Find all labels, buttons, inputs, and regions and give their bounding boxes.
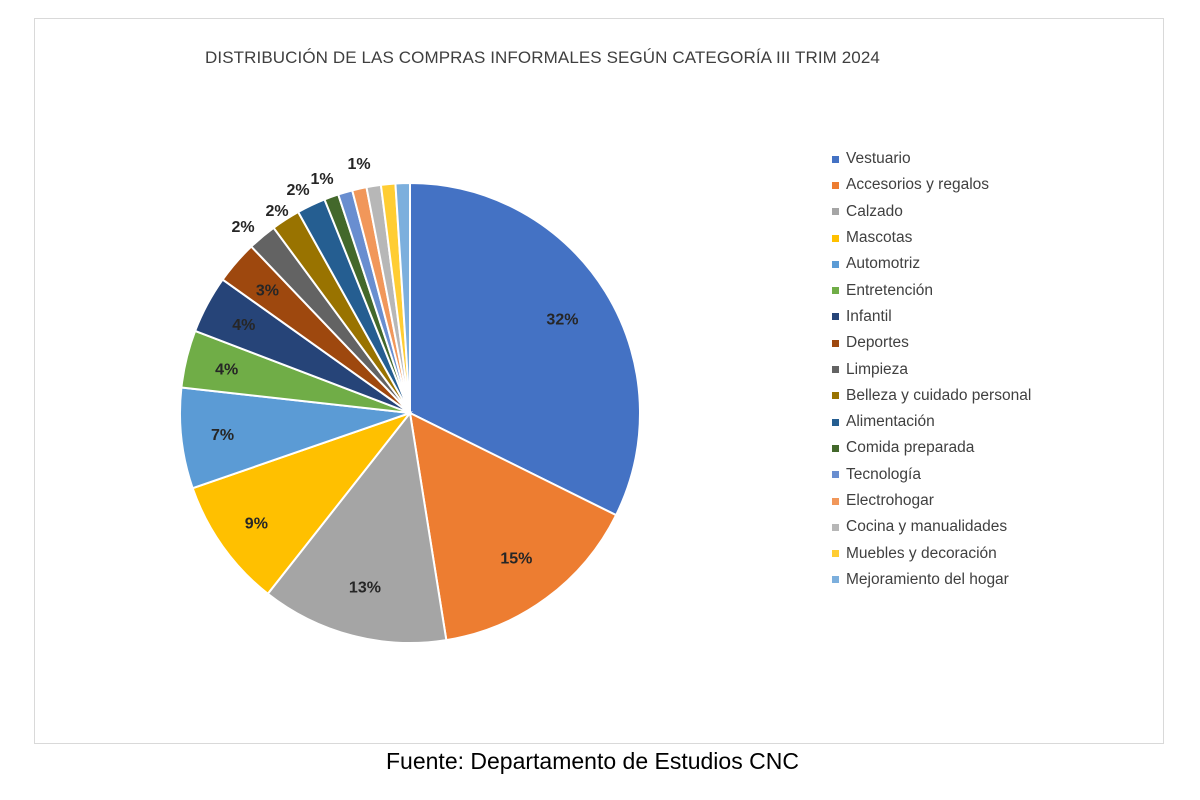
legend-swatch [832,313,839,321]
legend-swatch [832,550,839,558]
chart-title: DISTRIBUCIÓN DE LAS COMPRAS INFORMALES S… [205,48,880,67]
legend-label: Limpieza [846,360,909,378]
legend-label: Automotriz [846,255,921,273]
legend-label: Cocina y manualidades [846,518,1008,536]
pie-slice-calzado [266,410,448,644]
legend-label: Infantil [846,307,892,325]
legend-item-entretencion: Entretención [832,277,1031,303]
legend-item-muebles-y-decoracion: Muebles y decoración [832,540,1031,566]
legend-item-mejoramiento-del-hogar: Mejoramiento del hogar [832,567,1031,593]
legend-label: Deportes [846,334,909,352]
legend-swatch [832,339,839,347]
data-label-entretencion: 4% [215,362,238,379]
data-label-vestuario: 32% [546,311,578,328]
legend-label: Entretención [846,281,934,299]
legend-item-vestuario: Vestuario [832,146,1031,172]
legend-item-electrohogar: Electrohogar [832,488,1031,514]
legend-item-infantil: Infantil [832,304,1031,330]
legend-swatch [832,234,839,242]
pie-slice-mascotas [191,410,413,596]
legend-swatch [832,471,839,479]
legend-label: Mascotas [846,229,913,247]
legend-swatch [832,418,839,426]
data-label-calzado: 13% [349,580,381,597]
data-label-cocina-y-manualidades: 1% [347,156,370,173]
legend-label: Vestuario [846,150,911,168]
legend-item-alimentacion: Alimentación [832,409,1031,435]
legend-label: Calzado [846,202,903,220]
legend-label: Belleza y cuidado personal [846,386,1032,404]
legend-swatch [832,260,839,268]
pie-slice-mejoramiento-del-hogar [394,181,411,414]
chart-legend: Vestuario Accesorios y regalos Calzado Masc… [832,146,1031,593]
legend-item-accesorios-y-regalos: Accesorios y regalos [832,172,1031,198]
legend-label: Tecnología [846,465,921,483]
pie-slice-vestuario [409,181,641,517]
legend-swatch [832,181,839,189]
source-note: Fuente: Departamento de Estudios CNC [386,748,799,774]
legend-swatch [832,155,839,163]
legend-label: Mejoramiento del hogar [846,570,1009,588]
legend-item-tecnologia: Tecnología [832,462,1031,488]
data-label-accesorios-y-regalos: 15% [500,550,532,567]
legend-label: Comida preparada [846,439,975,457]
legend-swatch [832,392,839,400]
pie-slice-accesorios-y-regalos [408,411,618,642]
legend-swatch [832,576,839,584]
legend-item-belleza-y-cuidado-personal: Belleza y cuidado personal [832,383,1031,409]
legend-swatch [832,523,839,531]
legend-item-comida-preparada: Comida preparada [832,435,1031,461]
legend-swatch [832,287,839,295]
legend-item-calzado: Calzado [832,199,1031,225]
legend-item-limpieza: Limpieza [832,356,1031,382]
legend-label: Alimentación [846,413,935,431]
legend-swatch [832,208,839,216]
data-label-mascotas: 9% [245,515,268,532]
data-label-infantil: 4% [232,317,255,334]
data-label-deportes: 3% [256,282,279,299]
data-label-alimentacion: 2% [286,182,309,199]
data-label-belleza-y-cuidado-personal: 2% [265,203,288,220]
legend-swatch [832,497,839,505]
legend-swatch [832,366,839,374]
legend-swatch [832,444,839,452]
legend-item-mascotas: Mascotas [832,225,1031,251]
legend-label: Muebles y decoración [846,544,997,562]
legend-label: Electrohogar [846,492,934,509]
data-label-limpieza: 2% [231,219,254,236]
data-label-automotriz: 7% [211,427,234,444]
pie-slice-automotriz [179,386,411,490]
data-label-comida-preparada: 1% [310,171,333,188]
legend-item-deportes: Deportes [832,330,1031,356]
legend-item-automotriz: Automotriz [832,251,1031,277]
legend-item-cocina-y-manualidades: Cocina y manualidades [832,514,1031,540]
legend-label: Accesorios y regalos [846,176,990,194]
